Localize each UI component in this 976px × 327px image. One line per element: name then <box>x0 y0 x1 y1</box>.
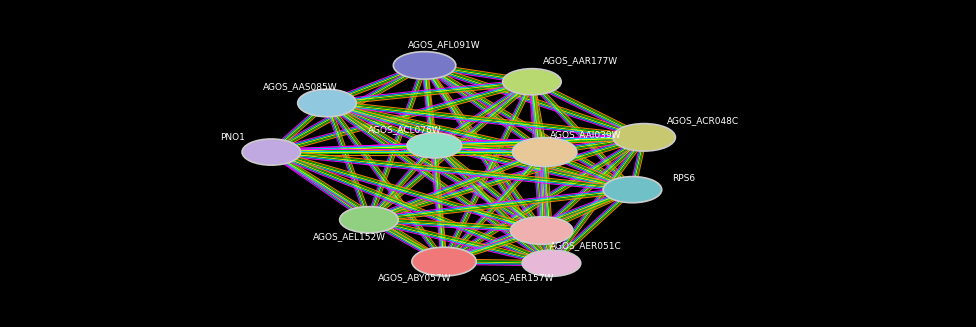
Ellipse shape <box>603 177 662 203</box>
Text: AGOS_AFL091W: AGOS_AFL091W <box>408 40 480 49</box>
Text: AGOS_AAR177W: AGOS_AAR177W <box>544 56 618 65</box>
Ellipse shape <box>522 250 581 276</box>
Text: AGOS_AAS085W: AGOS_AAS085W <box>264 82 338 91</box>
Ellipse shape <box>407 133 462 158</box>
Ellipse shape <box>618 184 647 196</box>
Ellipse shape <box>428 255 461 268</box>
Ellipse shape <box>312 97 342 109</box>
Ellipse shape <box>629 131 660 144</box>
Text: AGOS_ACR048C: AGOS_ACR048C <box>667 116 739 126</box>
Ellipse shape <box>537 257 566 269</box>
Text: AGOS_AER157W: AGOS_AER157W <box>480 273 554 283</box>
Text: RPS6: RPS6 <box>671 174 695 183</box>
Ellipse shape <box>503 69 561 95</box>
Ellipse shape <box>257 146 286 158</box>
Text: AGOS_AEL152W: AGOS_AEL152W <box>313 232 386 242</box>
Ellipse shape <box>340 207 398 233</box>
Text: AGOS_AAI039W: AGOS_AAI039W <box>549 130 622 139</box>
Text: AGOS_AER051C: AGOS_AER051C <box>549 241 622 250</box>
Ellipse shape <box>412 247 476 276</box>
Text: AGOS_ACL076W: AGOS_ACL076W <box>368 125 442 134</box>
Ellipse shape <box>409 59 440 72</box>
Ellipse shape <box>421 140 448 151</box>
Ellipse shape <box>242 139 301 165</box>
Ellipse shape <box>510 217 573 244</box>
Ellipse shape <box>529 146 561 159</box>
Ellipse shape <box>354 214 384 226</box>
Text: AGOS_ABY057W: AGOS_ABY057W <box>378 273 452 283</box>
Ellipse shape <box>526 224 557 237</box>
Ellipse shape <box>298 89 356 117</box>
Ellipse shape <box>393 52 456 79</box>
Text: PNO1: PNO1 <box>220 133 245 142</box>
Ellipse shape <box>613 124 675 151</box>
Ellipse shape <box>517 76 547 88</box>
Ellipse shape <box>512 138 577 166</box>
